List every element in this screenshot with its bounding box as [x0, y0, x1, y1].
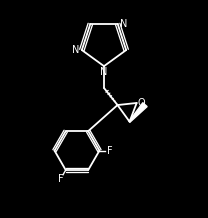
Text: N: N — [72, 45, 79, 55]
Text: O: O — [137, 97, 145, 107]
Text: F: F — [58, 174, 64, 184]
Polygon shape — [129, 103, 147, 122]
Text: N: N — [120, 19, 127, 29]
Text: N: N — [100, 67, 108, 77]
Text: F: F — [106, 146, 112, 156]
